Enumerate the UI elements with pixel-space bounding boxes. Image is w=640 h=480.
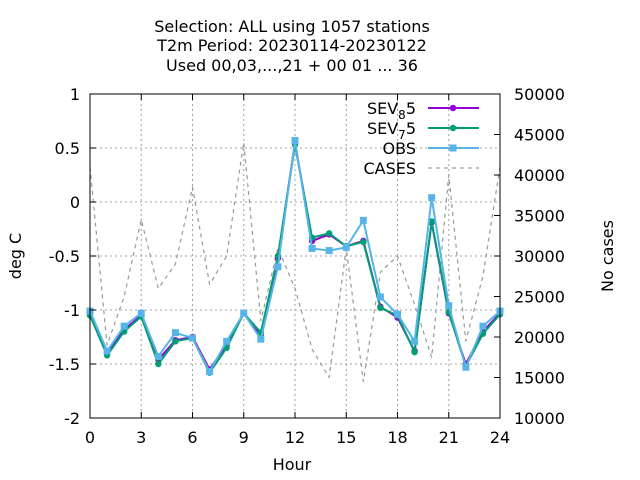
- y2-tick-label: 45000: [514, 126, 565, 145]
- y-tick-label: -2: [64, 409, 80, 428]
- y-tick-label: 0: [70, 193, 80, 212]
- y2-tick-label: 35000: [514, 207, 565, 226]
- y-axis-label: deg C: [6, 233, 25, 279]
- x-tick-label: 6: [187, 428, 197, 447]
- y2-tick-label: 30000: [514, 247, 565, 266]
- series-point: [462, 363, 470, 371]
- tick-labels: 0 3 6 9 12 15 18 21 24 1 0.5 0 -0.5 -1 -1.5 -2 50000 4500…: [49, 85, 565, 447]
- series-point: [342, 243, 350, 251]
- y-tick-label: -1.5: [49, 355, 80, 374]
- series-point: [325, 247, 333, 255]
- series-point: [274, 263, 282, 271]
- series-point: [359, 216, 367, 224]
- chart-title-line-2: T2m Period: 20230114-20230122: [156, 36, 427, 55]
- x-tick-label: 18: [387, 428, 407, 447]
- series-point: [411, 348, 418, 356]
- x-tick-label: 0: [85, 428, 95, 447]
- y2-axis-label: No cases: [598, 220, 617, 292]
- legend-label-subscript: 7: [398, 128, 406, 142]
- legend-label-subscript: 8: [398, 108, 406, 122]
- series-point: [189, 334, 196, 342]
- legend-label-tail: 5: [406, 99, 416, 118]
- series-point: [240, 309, 248, 317]
- x-axis-label: Hour: [273, 455, 312, 474]
- series-point: [120, 322, 128, 330]
- series-point: [411, 337, 419, 345]
- y2-tick-label: 10000: [514, 409, 565, 428]
- series-point: [325, 230, 333, 237]
- y2-tick-label: 15000: [514, 369, 565, 388]
- series-point: [360, 238, 367, 246]
- legend-swatch-marker: [449, 124, 457, 132]
- series-point: [223, 337, 231, 345]
- legend-label: OBS: [383, 139, 416, 158]
- y-tick-label: 0.5: [55, 139, 80, 158]
- series-point: [137, 309, 145, 317]
- series-point: [206, 368, 214, 376]
- chart-title-line-1: Selection: ALL using 1057 stations: [154, 17, 430, 36]
- x-tick-label: 12: [285, 428, 305, 447]
- legend-label-tail: 5: [406, 119, 416, 138]
- x-tick-label: 24: [490, 428, 510, 447]
- legend-label-base: CASES: [363, 159, 416, 178]
- chart-title: Selection: ALL using 1057 stations T2m P…: [154, 17, 430, 75]
- series-point: [103, 347, 111, 355]
- series-point: [291, 136, 299, 144]
- series-point: [308, 244, 316, 252]
- series-point: [155, 360, 162, 368]
- series-point: [479, 322, 487, 330]
- y2-tick-label: 40000: [514, 166, 565, 185]
- y-tick-label: -1: [64, 301, 80, 320]
- y2-tick-label: 50000: [514, 85, 565, 104]
- legend-label: SEV85: [367, 99, 416, 122]
- legend-label-base: SEV: [367, 119, 398, 138]
- chart-title-line-3: Used 00,03,...,21 + 00 01 ... 36: [166, 56, 418, 75]
- series-point: [428, 218, 435, 225]
- legend-swatch-marker: [449, 144, 457, 152]
- series-line: [89, 142, 501, 383]
- y2-tick-label: 20000: [514, 328, 565, 347]
- series-point: [376, 293, 384, 301]
- series-point: [394, 310, 401, 318]
- legend-label-base: OBS: [383, 139, 416, 158]
- x-tick-label: 9: [239, 428, 249, 447]
- ticks: [89, 93, 501, 419]
- series-point: [154, 352, 162, 360]
- series-point: [377, 304, 384, 312]
- y2-tick-label: 25000: [514, 288, 565, 307]
- series-point: [223, 344, 230, 351]
- x-tick-label: 3: [136, 428, 146, 447]
- x-tick-label: 21: [439, 428, 459, 447]
- legend-label: CASES: [363, 159, 416, 178]
- series-point: [171, 329, 179, 337]
- legend-label-base: SEV: [367, 99, 398, 118]
- y-tick-label: -0.5: [49, 247, 80, 266]
- y-tick-label: 1: [70, 85, 80, 104]
- legend-label: SEV75: [367, 119, 416, 142]
- legend-swatch-marker: [449, 104, 457, 112]
- series-point: [428, 194, 436, 202]
- series-point: [172, 338, 179, 345]
- series-point: [257, 335, 265, 343]
- series-point: [445, 302, 453, 310]
- x-tick-label: 15: [336, 428, 356, 447]
